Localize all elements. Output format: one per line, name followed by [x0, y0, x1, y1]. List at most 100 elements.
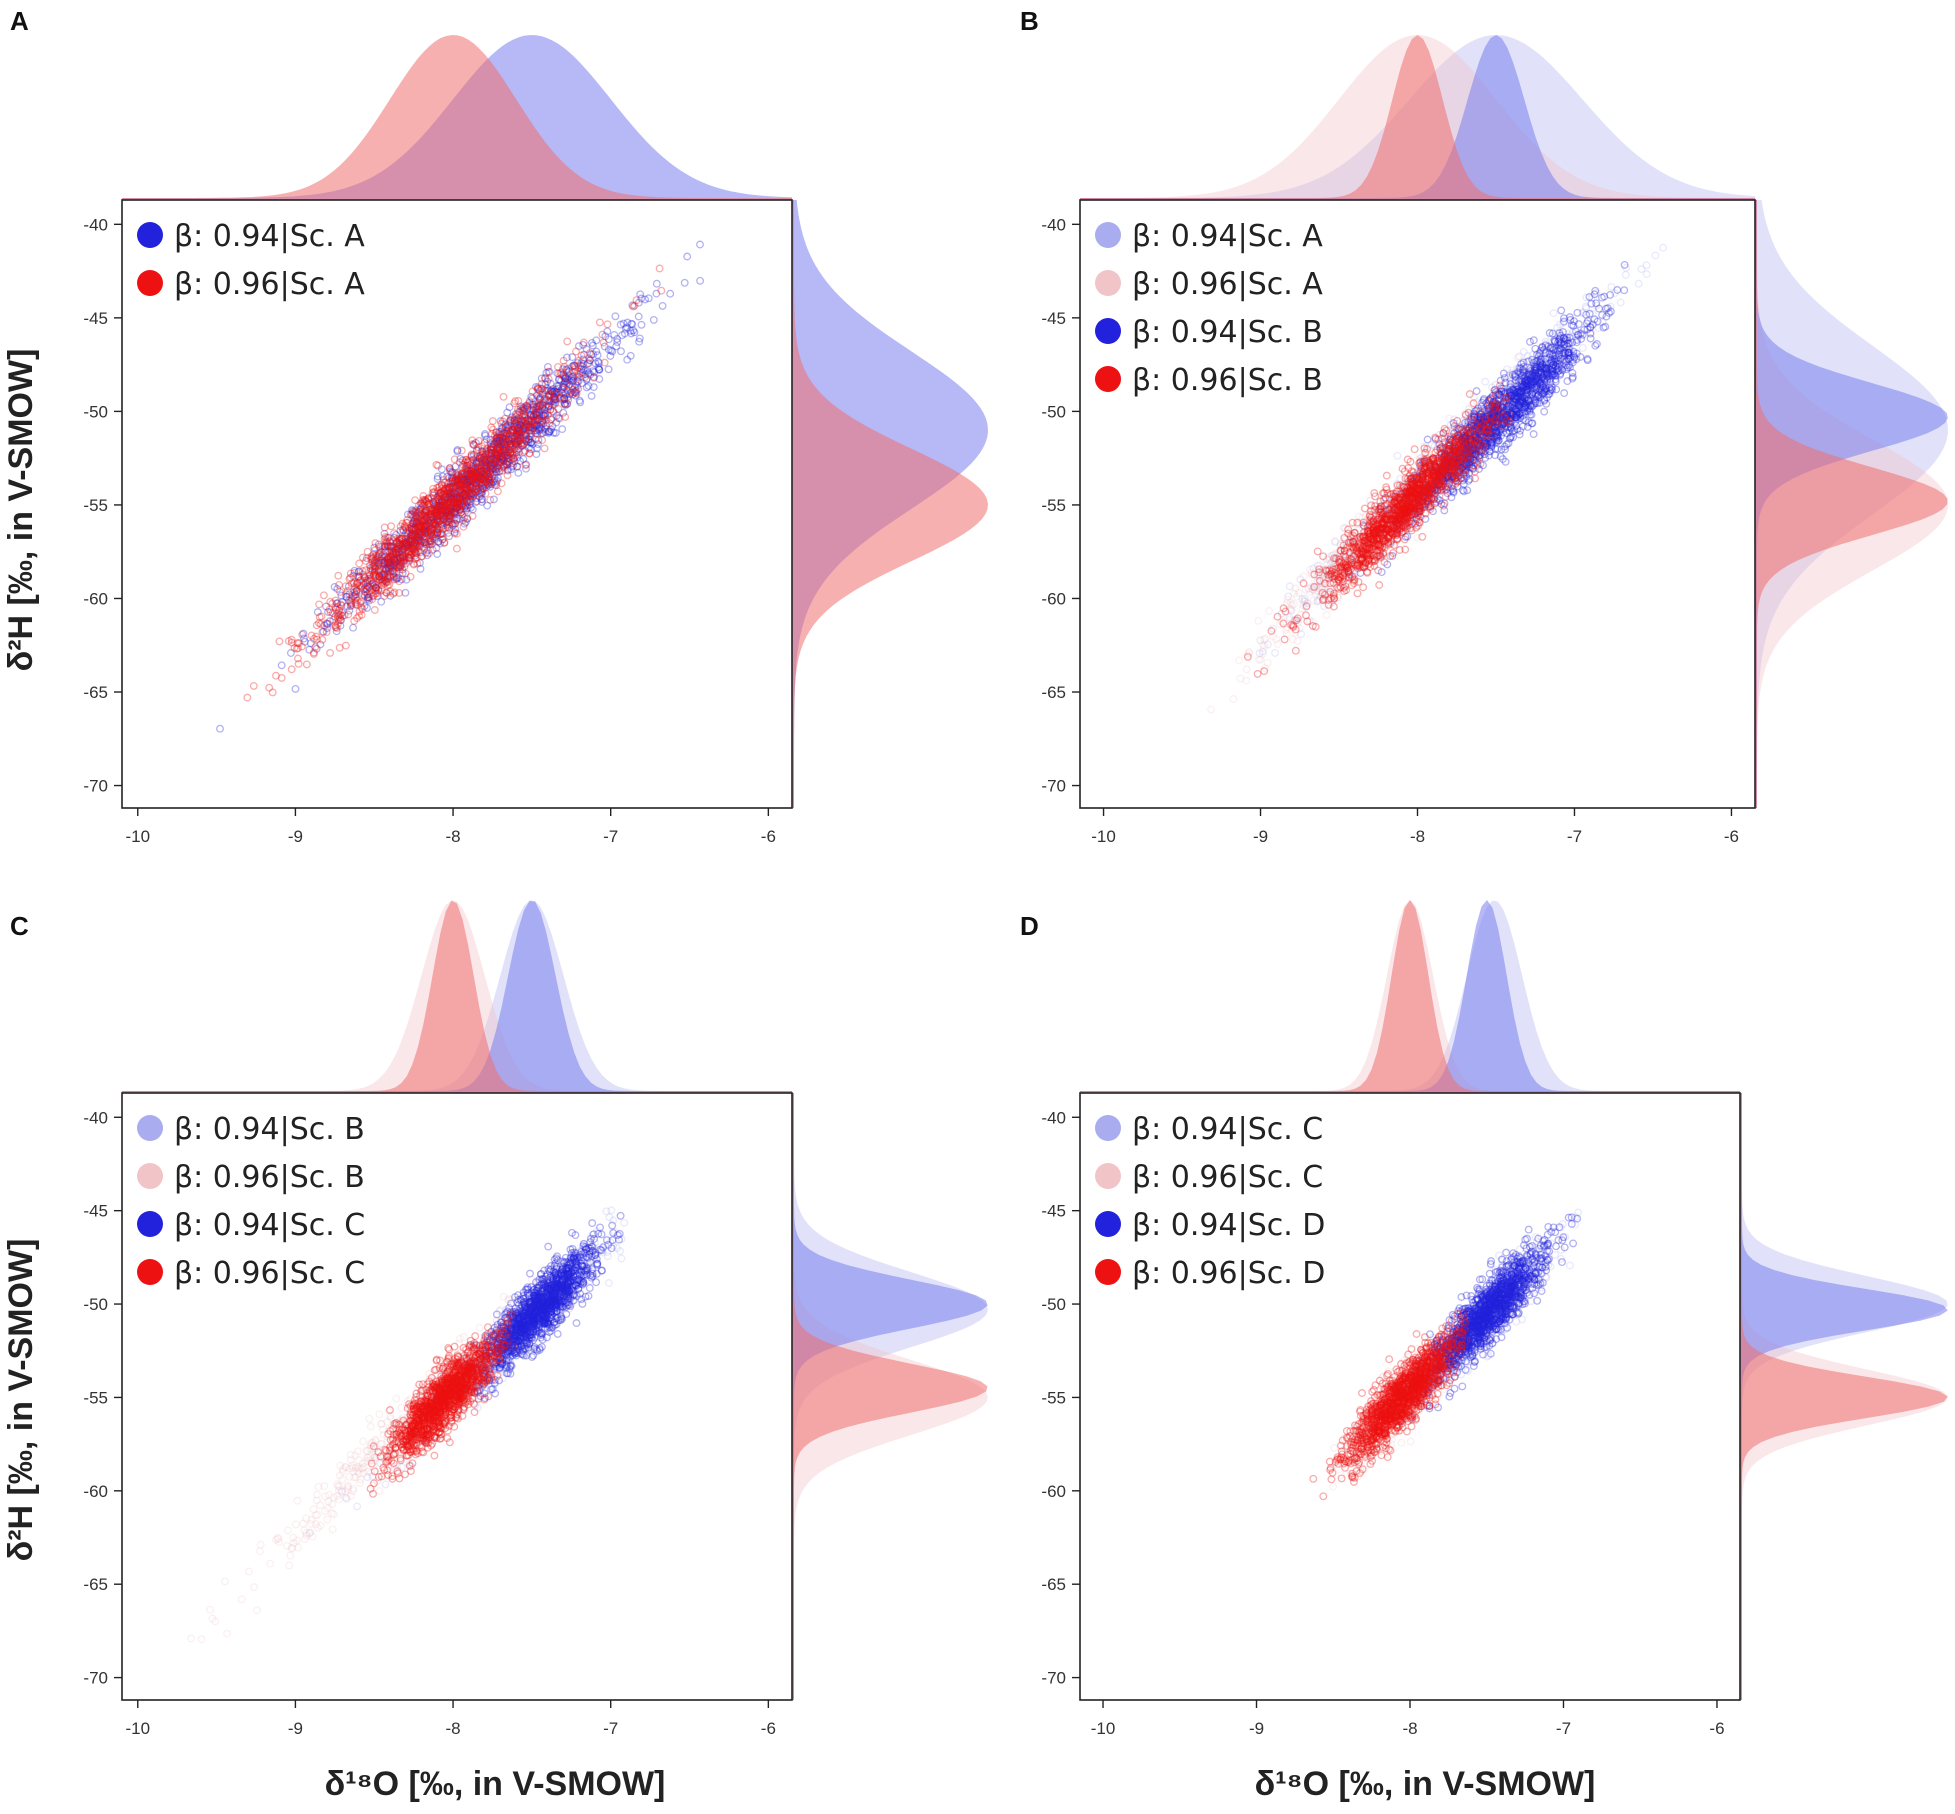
y-tick-label: -65 [83, 683, 108, 702]
data-point [452, 497, 461, 506]
data-point [525, 420, 534, 429]
data-point [480, 461, 488, 470]
data-point [525, 432, 534, 441]
data-point [426, 529, 435, 538]
data-point [1491, 400, 1500, 409]
data-point [519, 404, 528, 413]
data-point [490, 454, 499, 463]
data-point [375, 572, 384, 581]
data-point [432, 460, 441, 469]
data-point [399, 525, 408, 534]
data-point [459, 522, 468, 531]
data-point [506, 441, 515, 450]
data-point [1339, 523, 1348, 532]
data-point [374, 585, 383, 594]
data-point [1398, 505, 1407, 514]
series-2-points [1207, 328, 1595, 714]
data-point [488, 464, 497, 473]
data-point [435, 517, 444, 526]
data-point [637, 320, 646, 329]
data-point [1311, 589, 1320, 598]
data-point [1263, 658, 1272, 667]
data-point [460, 483, 469, 492]
data-point [466, 470, 475, 479]
data-point [1333, 577, 1342, 586]
data-point [1353, 520, 1362, 529]
data-point [464, 479, 472, 488]
data-point [1513, 383, 1522, 392]
data-point [1508, 380, 1516, 389]
data-point [310, 634, 318, 643]
data-point [477, 464, 486, 473]
data-point [433, 550, 442, 558]
data-point [315, 613, 324, 621]
data-point [1395, 501, 1404, 510]
data-point [275, 637, 284, 646]
data-point [423, 551, 432, 560]
data-point [1386, 515, 1395, 523]
data-point [471, 498, 480, 506]
data-point [499, 462, 508, 471]
data-point [372, 554, 381, 563]
data-point [1387, 507, 1396, 516]
data-point [412, 544, 421, 553]
data-point [370, 565, 379, 574]
data-point [390, 529, 399, 538]
data-point [1378, 509, 1387, 518]
data-point [1568, 328, 1577, 337]
data-point [1383, 511, 1392, 520]
data-point [403, 546, 412, 555]
data-point [314, 619, 323, 627]
data-point [385, 561, 394, 570]
data-point [1403, 489, 1412, 498]
data-point [573, 381, 582, 390]
data-point [439, 502, 448, 511]
data-point [522, 430, 531, 439]
data-point [407, 531, 416, 540]
data-point [561, 374, 570, 383]
data-point [490, 470, 499, 479]
data-point [420, 508, 429, 517]
data-point [315, 600, 324, 609]
data-point [377, 575, 386, 584]
data-point [444, 528, 453, 537]
data-point [1561, 340, 1570, 349]
data-point [476, 471, 485, 480]
data-point [1309, 564, 1318, 573]
data-point [455, 506, 464, 515]
series-1-points [1255, 243, 1668, 658]
data-point [550, 387, 559, 396]
data-point [1505, 411, 1514, 420]
data-point [450, 477, 459, 485]
data-point [1333, 557, 1342, 566]
data-point [1330, 575, 1338, 584]
data-point [414, 548, 422, 556]
data-point [1488, 421, 1497, 430]
data-point [413, 559, 422, 568]
data-point [1297, 630, 1306, 639]
data-point [445, 532, 454, 541]
data-point [528, 425, 536, 433]
data-point [429, 504, 438, 513]
data-point [381, 573, 390, 582]
data-point [377, 586, 386, 594]
data-point [402, 540, 411, 549]
data-point [1445, 463, 1454, 472]
data-point [438, 530, 447, 539]
data-point [1374, 541, 1383, 550]
data-point [357, 603, 366, 612]
data-point [574, 361, 583, 370]
data-point [404, 541, 413, 550]
data-point [373, 558, 382, 567]
data-point [554, 388, 563, 397]
data-point [481, 468, 490, 477]
data-point [1315, 596, 1323, 605]
data-point [570, 362, 579, 371]
x-tick-label: -9 [288, 827, 303, 846]
data-point [501, 440, 510, 449]
data-point [1428, 450, 1437, 459]
data-point [351, 598, 360, 607]
data-point [1438, 463, 1447, 472]
data-point [545, 401, 553, 410]
data-point [499, 431, 508, 440]
